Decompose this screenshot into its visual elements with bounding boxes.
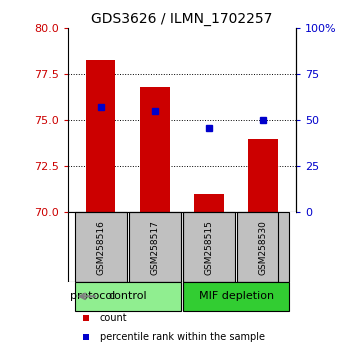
- Text: GSM258517: GSM258517: [150, 220, 159, 275]
- Bar: [237, 212, 289, 282]
- Text: percentile rank within the sample: percentile rank within the sample: [100, 332, 265, 342]
- Title: GDS3626 / ILMN_1702257: GDS3626 / ILMN_1702257: [91, 12, 273, 26]
- Bar: [74, 212, 126, 282]
- Bar: [248, 139, 278, 212]
- Text: GSM258515: GSM258515: [205, 220, 214, 275]
- Bar: [74, 282, 181, 310]
- Bar: [183, 282, 289, 310]
- Bar: [86, 59, 116, 212]
- Text: GSM258516: GSM258516: [96, 220, 105, 275]
- Text: control: control: [108, 291, 147, 301]
- Text: protocol: protocol: [70, 291, 115, 301]
- Bar: [129, 212, 181, 282]
- Bar: [194, 194, 224, 212]
- Text: count: count: [100, 313, 128, 323]
- Bar: [140, 87, 170, 212]
- Bar: [183, 212, 235, 282]
- Text: MIF depletion: MIF depletion: [199, 291, 274, 301]
- Text: GSM258530: GSM258530: [259, 220, 268, 275]
